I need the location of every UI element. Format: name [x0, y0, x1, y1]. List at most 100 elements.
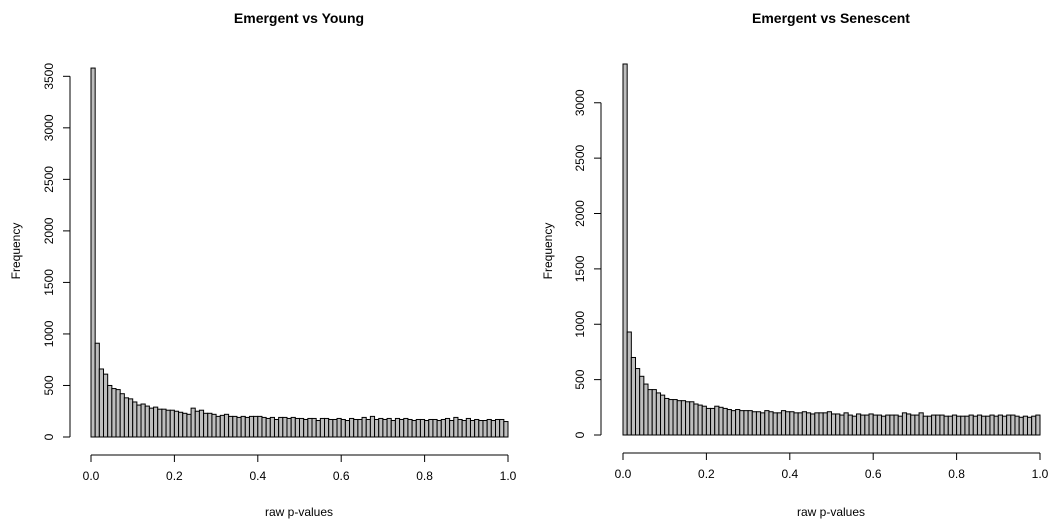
- histogram-bar: [760, 412, 766, 436]
- histogram-bar: [968, 414, 974, 436]
- histogram-bar: [839, 414, 845, 436]
- histogram-bar: [639, 375, 645, 436]
- chart-title: Emergent vs Senescent: [752, 10, 910, 26]
- histogram-bar: [672, 399, 678, 436]
- histogram-bar: [860, 414, 866, 436]
- y-axis: 0 500 1000 1500 2000 2500 3000: [573, 89, 602, 438]
- histogram-bar: [989, 414, 995, 436]
- histogram-bar: [730, 410, 737, 436]
- histogram-bar: [194, 410, 200, 438]
- histogram-bar: [486, 418, 492, 438]
- histogram-bar: [660, 394, 666, 436]
- histogram-bar: [1001, 415, 1008, 436]
- histogram-bar: [315, 420, 321, 438]
- histogram-bar: [394, 417, 401, 438]
- histogram-bar: [772, 412, 778, 436]
- histogram-bar: [951, 414, 958, 436]
- histogram-bar: [801, 411, 807, 436]
- y-tick-label: 1000: [573, 311, 587, 338]
- histogram-bar: [386, 417, 392, 438]
- histogram-bar: [303, 418, 309, 438]
- y-tick-label: 1000: [42, 320, 56, 347]
- histogram-bar: [198, 409, 205, 438]
- y-tick-label: 2000: [42, 217, 56, 244]
- histogram-bar: [622, 63, 628, 436]
- histogram-bar: [872, 414, 878, 436]
- histogram-bar: [286, 417, 292, 438]
- histogram-bar: [269, 416, 275, 438]
- histogram-bar: [299, 417, 305, 438]
- histogram-bar: [103, 373, 109, 438]
- histogram-bar: [876, 414, 883, 436]
- histogram-bar: [810, 413, 816, 436]
- y-tick-label: 1500: [573, 255, 587, 282]
- histogram-bar: [307, 417, 313, 438]
- histogram-bar: [361, 416, 367, 438]
- bars: [90, 67, 509, 438]
- histogram-bar: [499, 418, 505, 438]
- x-tick-label: 0.0: [83, 469, 100, 483]
- histogram-bar: [90, 67, 96, 438]
- histogram-bar: [910, 414, 916, 436]
- histogram-bar: [981, 415, 987, 436]
- histogram-bar: [918, 412, 924, 436]
- y-tick-label: 2500: [42, 166, 56, 193]
- histogram-bar: [680, 400, 687, 436]
- histogram-bar: [261, 416, 267, 438]
- histogram-bar: [223, 413, 230, 438]
- y-tick-label: 2500: [573, 144, 587, 171]
- histogram-bar: [797, 412, 803, 436]
- histogram-bar: [785, 411, 791, 436]
- histogram-bar: [997, 414, 1003, 436]
- histogram-bar: [453, 416, 459, 438]
- histogram-bar: [722, 407, 728, 436]
- histogram-bar: [169, 409, 175, 438]
- histogram-bar: [140, 403, 146, 438]
- histogram-bar: [240, 415, 246, 438]
- histogram-bar: [415, 418, 421, 438]
- histogram-bar: [943, 415, 949, 436]
- histogram-bar: [922, 415, 928, 436]
- histogram-bar: [689, 401, 695, 436]
- histogram-bar: [906, 413, 912, 436]
- histogram-bar: [457, 418, 463, 438]
- histogram-bar: [668, 399, 674, 436]
- histogram-bar: [436, 420, 442, 438]
- histogram-bar: [889, 414, 895, 436]
- histogram-bar: [153, 406, 159, 438]
- histogram-bar: [826, 411, 833, 436]
- x-tick-label: 1.0: [1032, 467, 1049, 481]
- histogram-bar: [947, 415, 953, 436]
- histogram-bar: [1006, 414, 1012, 436]
- histogram-bar: [751, 411, 757, 436]
- histogram-bar: [1026, 416, 1033, 436]
- histogram-bar: [743, 410, 749, 436]
- histogram-bar: [1035, 414, 1041, 436]
- histogram-bar: [710, 407, 716, 436]
- y-tick-label: 3000: [573, 89, 587, 116]
- panel-emergent-vs-senescent: Emergent vs Senescent raw p-values Frequ…: [541, 10, 1049, 519]
- histogram-bar: [780, 410, 787, 436]
- histogram-bar: [424, 420, 430, 438]
- histogram-bar: [211, 413, 217, 438]
- x-tick-label: 0.8: [416, 469, 433, 483]
- histogram-bar: [228, 415, 234, 438]
- histogram-bar: [382, 418, 388, 438]
- histogram-bar: [685, 401, 691, 436]
- histogram-bar: [718, 406, 724, 436]
- histogram-bar: [764, 410, 770, 436]
- histogram-bar: [831, 413, 837, 436]
- histogram-bar: [664, 397, 670, 436]
- histogram-bar: [789, 411, 795, 436]
- histogram-bar: [655, 392, 662, 436]
- histogram-bar: [1014, 415, 1020, 436]
- histogram-bar: [378, 417, 384, 438]
- histogram-bar: [960, 415, 966, 436]
- histogram-bar: [390, 420, 396, 438]
- x-tick-label: 0.2: [166, 469, 183, 483]
- histogram-bar: [336, 417, 342, 438]
- histogram-bar: [403, 417, 409, 438]
- histogram-bar: [119, 393, 125, 438]
- histogram-bar: [755, 411, 762, 436]
- histogram-bar: [190, 407, 196, 438]
